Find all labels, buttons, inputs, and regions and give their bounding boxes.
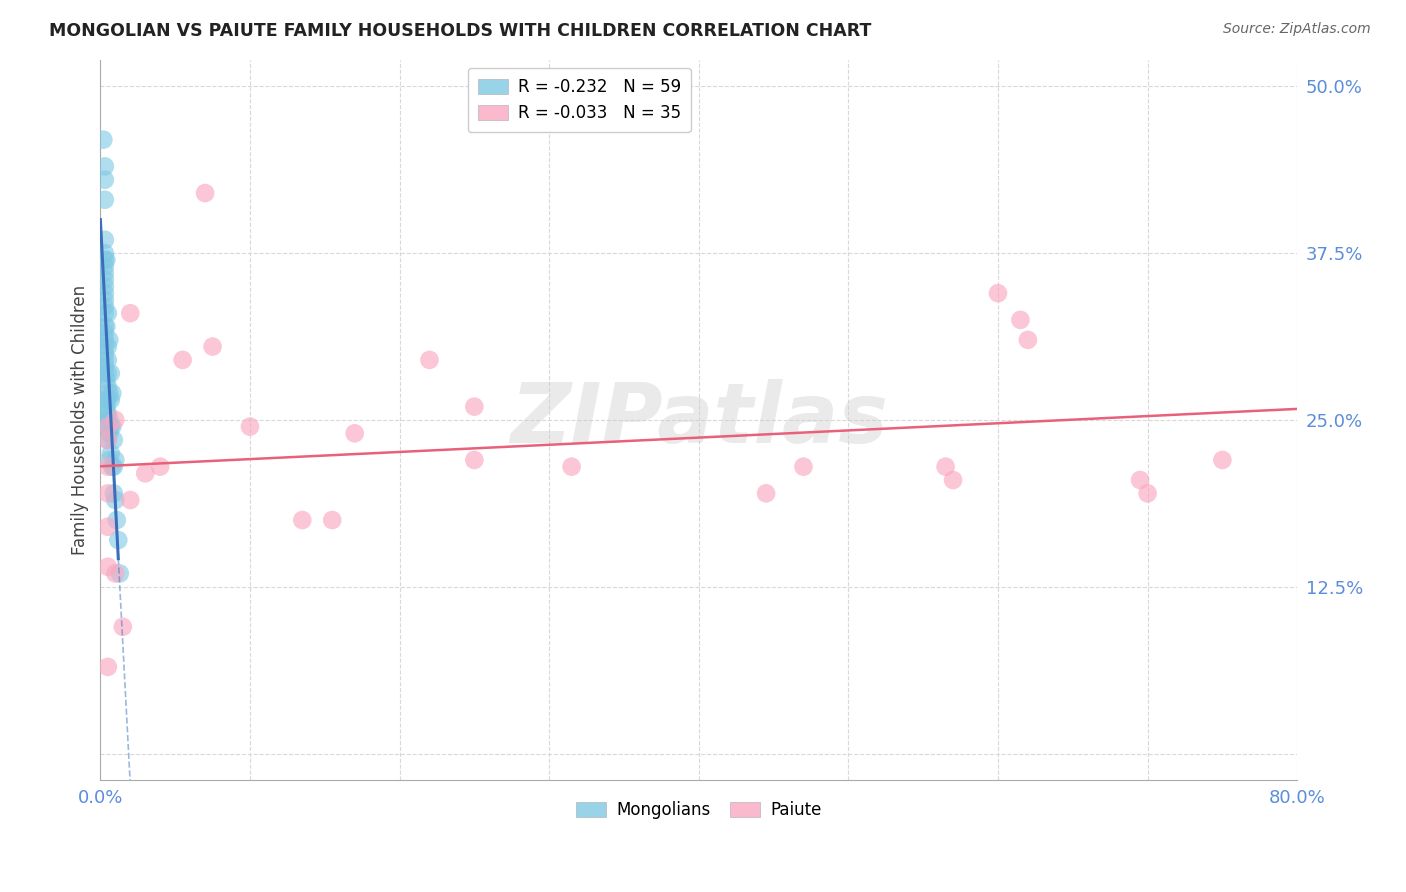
Point <box>101 419 124 434</box>
Point <box>97 306 120 320</box>
Point <box>94 326 117 341</box>
Point <box>97 352 120 367</box>
Point <box>755 486 778 500</box>
Point <box>97 419 120 434</box>
Point <box>561 459 583 474</box>
Point <box>104 453 127 467</box>
Point <box>94 293 117 307</box>
Point <box>194 186 217 200</box>
Point <box>935 459 957 474</box>
Point <box>94 300 117 314</box>
Point <box>96 400 118 414</box>
Point <box>98 386 121 401</box>
Point <box>111 620 134 634</box>
Text: ZIPatlas: ZIPatlas <box>510 379 887 460</box>
Point <box>97 519 120 533</box>
Point <box>94 160 117 174</box>
Point <box>104 566 127 581</box>
Point <box>94 279 117 293</box>
Point <box>1211 453 1233 467</box>
Point <box>94 352 117 367</box>
Point <box>120 306 142 320</box>
Point <box>100 392 122 407</box>
Point <box>97 379 120 393</box>
Point <box>100 419 122 434</box>
Point <box>321 513 343 527</box>
Point <box>97 559 120 574</box>
Point <box>105 513 128 527</box>
Text: Source: ZipAtlas.com: Source: ZipAtlas.com <box>1223 22 1371 37</box>
Point <box>94 233 117 247</box>
Point <box>94 359 117 374</box>
Point <box>97 340 120 354</box>
Point <box>987 286 1010 301</box>
Point <box>94 246 117 260</box>
Point <box>100 366 122 380</box>
Point <box>134 467 156 481</box>
Point <box>103 459 125 474</box>
Point <box>107 533 129 547</box>
Point <box>97 366 120 380</box>
Point <box>101 459 124 474</box>
Point <box>97 433 120 447</box>
Point <box>1017 333 1039 347</box>
Point <box>94 193 117 207</box>
Point <box>172 352 194 367</box>
Point <box>96 373 118 387</box>
Point <box>418 352 440 367</box>
Point <box>1010 313 1032 327</box>
Point <box>1136 486 1159 500</box>
Point <box>101 386 124 401</box>
Point <box>94 172 117 186</box>
Point <box>108 566 131 581</box>
Point <box>239 419 262 434</box>
Point <box>97 459 120 474</box>
Point <box>98 453 121 467</box>
Point <box>94 366 117 380</box>
Legend: Mongolians, Paiute: Mongolians, Paiute <box>569 795 828 826</box>
Point <box>97 406 120 420</box>
Point <box>104 493 127 508</box>
Point <box>96 319 118 334</box>
Point <box>94 260 117 274</box>
Point <box>103 433 125 447</box>
Point <box>96 406 118 420</box>
Point <box>120 493 142 508</box>
Point <box>149 459 172 474</box>
Point <box>201 340 224 354</box>
Point <box>98 426 121 441</box>
Y-axis label: Family Households with Children: Family Households with Children <box>72 285 89 555</box>
Point <box>100 446 122 460</box>
Point <box>291 513 314 527</box>
Point <box>103 486 125 500</box>
Point <box>1129 473 1152 487</box>
Point <box>94 319 117 334</box>
Point <box>942 473 965 487</box>
Point <box>97 419 120 434</box>
Point <box>96 392 118 407</box>
Point <box>463 453 485 467</box>
Point <box>104 413 127 427</box>
Point <box>94 346 117 360</box>
Point <box>94 333 117 347</box>
Point <box>94 252 117 267</box>
Text: MONGOLIAN VS PAIUTE FAMILY HOUSEHOLDS WITH CHILDREN CORRELATION CHART: MONGOLIAN VS PAIUTE FAMILY HOUSEHOLDS WI… <box>49 22 872 40</box>
Point <box>96 252 118 267</box>
Point <box>463 400 485 414</box>
Point <box>94 306 117 320</box>
Point <box>97 486 120 500</box>
Point <box>94 266 117 280</box>
Point <box>343 426 366 441</box>
Point <box>97 392 120 407</box>
Point <box>97 660 120 674</box>
Point <box>792 459 814 474</box>
Point <box>94 340 117 354</box>
Point <box>93 133 115 147</box>
Point <box>96 413 118 427</box>
Point <box>98 333 121 347</box>
Point <box>94 286 117 301</box>
Point <box>98 413 121 427</box>
Point <box>94 273 117 287</box>
Point <box>97 433 120 447</box>
